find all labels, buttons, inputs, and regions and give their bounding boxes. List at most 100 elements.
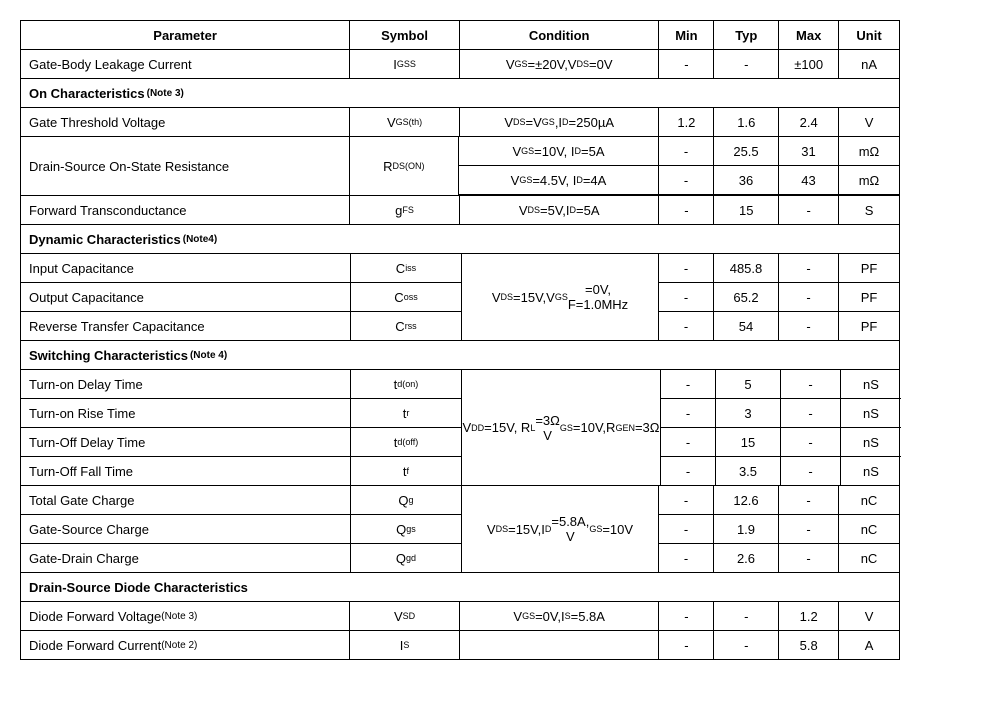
- max: -: [781, 428, 841, 456]
- section-label: Drain-Source Diode Characteristics: [21, 573, 899, 601]
- unit: PF: [839, 254, 899, 282]
- max: -: [779, 283, 839, 311]
- row-tf: Turn-Off Fall Time tf: [21, 457, 461, 485]
- condition: VGS=4.5V, ID=4A: [459, 166, 659, 194]
- min: -: [659, 283, 714, 311]
- header-condition: Condition: [460, 21, 660, 49]
- row-qgs: Gate-Source Charge Qgs: [21, 515, 461, 544]
- typ: 15: [716, 428, 781, 456]
- symbol: IS: [350, 631, 460, 659]
- section-text: Dynamic Characteristics: [29, 232, 181, 247]
- typ: 3: [716, 399, 781, 427]
- row-rdson-1: VGS=10V, ID=5A - 25.5 31 mΩ: [459, 137, 899, 166]
- unit: nS: [841, 370, 901, 398]
- header-max: Max: [779, 21, 839, 49]
- param: Output Capacitance: [21, 283, 351, 311]
- row-rdson-2: VGS=4.5V, ID=4A - 36 43 mΩ: [459, 166, 899, 195]
- section-label: On Characteristics (Note 3): [21, 79, 899, 107]
- param-note: (Note 3): [161, 611, 197, 622]
- condition: VGS=0V,IS=5.8A: [460, 602, 660, 630]
- max: -: [779, 486, 839, 514]
- symbol: VSD: [350, 602, 460, 630]
- max: ±100: [779, 50, 839, 78]
- header-parameter: Parameter: [21, 21, 350, 49]
- unit: S: [839, 196, 899, 224]
- min: -: [661, 457, 716, 485]
- typ: 54: [714, 312, 779, 340]
- row-crss: Reverse Transfer Capacitance Crss: [21, 312, 461, 340]
- section-diode: Drain-Source Diode Characteristics: [21, 573, 899, 602]
- max: 31: [779, 137, 839, 165]
- min: -: [661, 428, 716, 456]
- section-label: Switching Characteristics (Note 4): [21, 341, 899, 369]
- row-vgsth: Gate Threshold Voltage VGS(th) VDS=VGS,I…: [21, 108, 899, 137]
- max: -: [779, 544, 839, 572]
- symbol: tr: [351, 399, 461, 427]
- typ: 15: [714, 196, 779, 224]
- min: -: [659, 196, 714, 224]
- condition: VGS=10V, ID=5A: [459, 137, 659, 165]
- symbol: Qgs: [351, 515, 461, 543]
- section-text: Switching Characteristics: [29, 348, 188, 363]
- typ: 65.2: [714, 283, 779, 311]
- min: -: [659, 515, 714, 543]
- unit: nA: [839, 50, 899, 78]
- row-coss-values: - 65.2 - PF: [659, 283, 899, 312]
- unit: nS: [841, 428, 901, 456]
- max: -: [779, 196, 839, 224]
- unit: PF: [839, 312, 899, 340]
- unit: nC: [839, 486, 899, 514]
- section-note: (Note4): [183, 234, 217, 245]
- row-tr: Turn-on Rise Time tr: [21, 399, 461, 428]
- condition: VDS=15V,ID=5.8A,VGS=10V: [461, 486, 659, 572]
- max: 5.8: [779, 631, 839, 659]
- section-note: (Note 4): [190, 350, 227, 361]
- typ: -: [714, 631, 779, 659]
- symbol: td(off): [351, 428, 461, 456]
- param-note: (Note 2): [161, 640, 197, 651]
- symbol: Ciss: [351, 254, 461, 282]
- min: -: [659, 137, 714, 165]
- datasheet-table: Parameter Symbol Condition Min Typ Max U…: [20, 20, 900, 660]
- symbol: td(on): [351, 370, 461, 398]
- typ: -: [714, 602, 779, 630]
- symbol: VGS(th): [350, 108, 460, 136]
- max: -: [779, 515, 839, 543]
- param: Turn-Off Fall Time: [21, 457, 351, 485]
- row-tdoff-values: - 15 - nS: [661, 428, 901, 457]
- row-rdson: Drain-Source On-State Resistance RDS(ON)…: [21, 137, 899, 196]
- unit: nS: [841, 399, 901, 427]
- param: Gate-Source Charge: [21, 515, 351, 543]
- condition: VDS=VGS,ID=250µA: [460, 108, 660, 136]
- param: Input Capacitance: [21, 254, 351, 282]
- row-qg: Total Gate Charge Qg: [21, 486, 461, 515]
- header-symbol: Symbol: [350, 21, 460, 49]
- rows-capacitance: Input Capacitance Ciss Output Capacitanc…: [21, 254, 899, 341]
- condition: [460, 631, 660, 659]
- param: Turn-on Rise Time: [21, 399, 351, 427]
- unit: PF: [839, 283, 899, 311]
- row-qgs-values: - 1.9 - nC: [659, 515, 899, 544]
- param: Diode Forward Current (Note 2): [21, 631, 350, 659]
- row-gfs: Forward Transconductance gFS VDS=5V,ID=5…: [21, 196, 899, 225]
- row-igss: Gate-Body Leakage Current IGSS VGS=±20V,…: [21, 50, 899, 79]
- max: -: [781, 399, 841, 427]
- param-text: Diode Forward Voltage: [29, 609, 161, 624]
- param: Gate-Drain Charge: [21, 544, 351, 572]
- header-typ: Typ: [714, 21, 779, 49]
- min: 1.2: [659, 108, 714, 136]
- typ: 36: [714, 166, 779, 194]
- row-tf-values: - 3.5 - nS: [661, 457, 901, 485]
- condition: VDS=5V,ID=5A: [460, 196, 660, 224]
- unit: V: [839, 602, 899, 630]
- param: Total Gate Charge: [21, 486, 351, 514]
- unit: A: [839, 631, 899, 659]
- row-is: Diode Forward Current (Note 2) IS - - 5.…: [21, 631, 899, 660]
- section-dynamic: Dynamic Characteristics (Note4): [21, 225, 899, 254]
- param-text: Diode Forward Current: [29, 638, 161, 653]
- row-qg-values: - 12.6 - nC: [659, 486, 899, 515]
- typ: 5: [716, 370, 781, 398]
- min: -: [659, 602, 714, 630]
- typ: 25.5: [714, 137, 779, 165]
- section-label: Dynamic Characteristics (Note4): [21, 225, 899, 253]
